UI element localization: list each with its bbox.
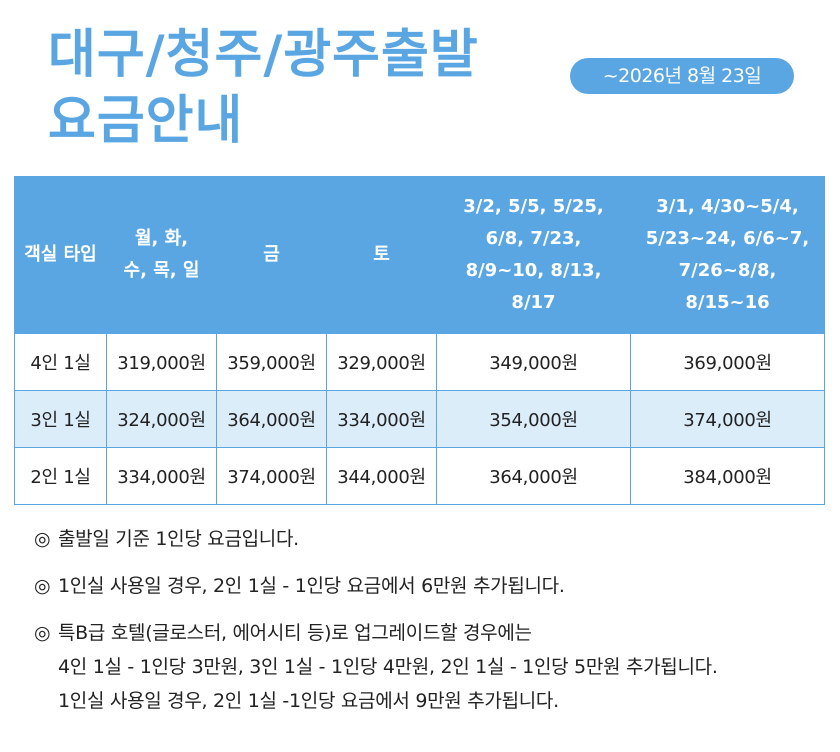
note-text: 특B급 호텔(글로스터, 에어시티 등)로 업그레이드할 경우에는 4인 1실 … bbox=[58, 616, 718, 718]
date-badge: ~2026년 8월 23일 bbox=[570, 58, 794, 94]
price-cell: 369,000원 bbox=[630, 333, 825, 391]
page-title: 대구/청주/광주출발 요금안내 bbox=[48, 22, 479, 154]
header-friday: 금 bbox=[216, 176, 327, 334]
header-special-dates-2: 3/1, 4/30~5/4, 5/23~24, 6/6~7, 7/26~8/8,… bbox=[630, 176, 825, 334]
note-item: ◎ 출발일 기준 1인당 요금입니다. bbox=[34, 522, 824, 556]
bullet-mark-icon: ◎ bbox=[34, 528, 51, 550]
note-item: ◎ 1인실 사용일 경우, 2인 1실 - 1인당 요금에서 6만원 추가됩니다… bbox=[34, 569, 824, 603]
room-type-cell: 3인 1실 bbox=[14, 390, 107, 448]
price-cell: 384,000원 bbox=[630, 447, 825, 505]
note-line: 4인 1실 - 1인당 3만원, 3인 1실 - 1인당 4만원, 2인 1실 … bbox=[58, 656, 718, 678]
note-line: 1인실 사용일 경우, 2인 1실 -1인당 요금에서 9만원 추가됩니다. bbox=[58, 690, 559, 712]
bullet-mark-icon: ◎ bbox=[34, 622, 51, 644]
table-row: 4인 1실 319,000원 359,000원 329,000원 349,000… bbox=[14, 333, 825, 391]
price-cell: 374,000원 bbox=[630, 390, 825, 448]
room-type-cell: 2인 1실 bbox=[14, 447, 107, 505]
note-text: 1인실 사용일 경우, 2인 1실 - 1인당 요금에서 6만원 추가됩니다. bbox=[58, 575, 565, 597]
bullet-mark-icon: ◎ bbox=[34, 575, 51, 597]
price-cell: 354,000원 bbox=[436, 390, 631, 448]
header-special-dates-1: 3/2, 5/5, 5/25, 6/8, 7/23, 8/9~10, 8/13,… bbox=[436, 176, 631, 334]
header-row: 객실 타입 월, 화, 수, 목, 일 금 토 3/2, 5/5, 5/25, … bbox=[14, 176, 825, 334]
fare-table-body: 4인 1실 319,000원 359,000원 329,000원 349,000… bbox=[14, 333, 825, 505]
price-cell: 374,000원 bbox=[216, 447, 327, 505]
title-line-1: 대구/청주/광주출발 bbox=[48, 25, 479, 85]
table-row: 3인 1실 324,000원 364,000원 334,000원 354,000… bbox=[14, 390, 825, 448]
table-row: 2인 1실 334,000원 374,000원 344,000원 364,000… bbox=[14, 447, 825, 505]
header-weekday: 월, 화, 수, 목, 일 bbox=[106, 176, 217, 334]
note-item: ◎ 특B급 호텔(글로스터, 에어시티 등)로 업그레이드할 경우에는 4인 1… bbox=[34, 616, 824, 718]
room-type-cell: 4인 1실 bbox=[14, 333, 107, 391]
price-cell: 334,000원 bbox=[106, 447, 217, 505]
title-line-2: 요금안내 bbox=[48, 91, 244, 151]
price-cell: 319,000원 bbox=[106, 333, 217, 391]
note-text: 출발일 기준 1인당 요금입니다. bbox=[58, 528, 299, 550]
price-cell: 364,000원 bbox=[216, 390, 327, 448]
price-cell: 334,000원 bbox=[326, 390, 437, 448]
price-cell: 349,000원 bbox=[436, 333, 631, 391]
notes-section: ◎ 출발일 기준 1인당 요금입니다. ◎ 1인실 사용일 경우, 2인 1실 … bbox=[34, 522, 824, 731]
fare-table-header: 객실 타입 월, 화, 수, 목, 일 금 토 3/2, 5/5, 5/25, … bbox=[14, 176, 825, 334]
price-cell: 364,000원 bbox=[436, 447, 631, 505]
note-line: 특B급 호텔(글로스터, 에어시티 등)로 업그레이드할 경우에는 bbox=[58, 622, 532, 644]
price-cell: 359,000원 bbox=[216, 333, 327, 391]
price-cell: 344,000원 bbox=[326, 447, 437, 505]
header-saturday: 토 bbox=[326, 176, 437, 334]
price-cell: 329,000원 bbox=[326, 333, 437, 391]
header-room-type: 객실 타입 bbox=[14, 176, 107, 334]
price-cell: 324,000원 bbox=[106, 390, 217, 448]
fare-table: 객실 타입 월, 화, 수, 목, 일 금 토 3/2, 5/5, 5/25, … bbox=[14, 176, 825, 505]
